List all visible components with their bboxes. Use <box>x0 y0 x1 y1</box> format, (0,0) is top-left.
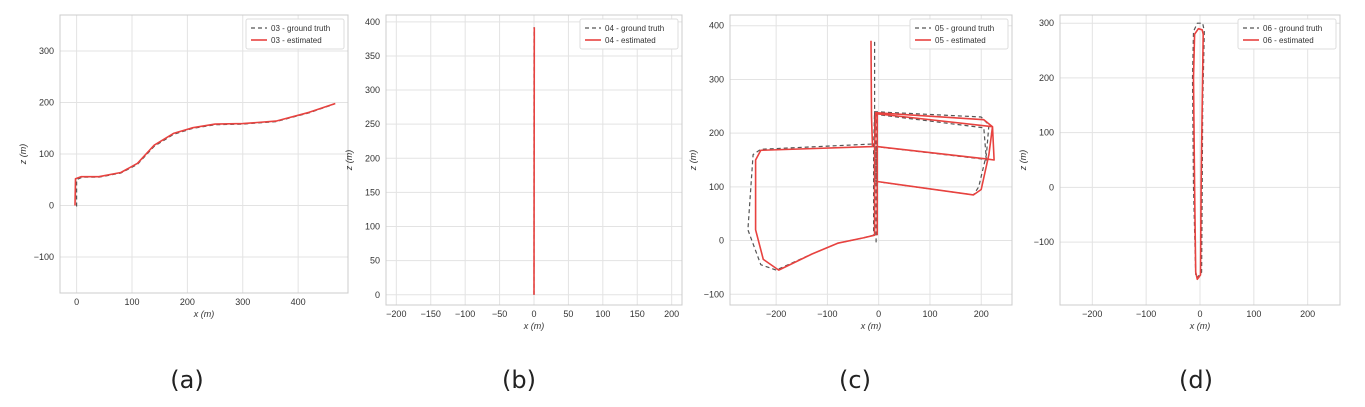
y-tick-label: 0 <box>375 290 380 300</box>
legend-label: 06 - ground truth <box>1263 24 1322 33</box>
y-axis-label: z (m) <box>688 150 698 172</box>
x-tick-label: 400 <box>291 297 306 307</box>
y-tick-label: 200 <box>39 98 54 108</box>
legend-box <box>245 18 345 50</box>
y-tick-label: 200 <box>365 153 380 163</box>
x-tick-label: 100 <box>1246 309 1261 319</box>
legend-label: 04 - estimated <box>605 36 656 45</box>
legend-box <box>909 18 1009 50</box>
plot-frame <box>59 14 349 294</box>
plot-frame <box>385 14 683 306</box>
chart-panel-1: −200 −150 −100 −50 0 50 100 150 200 0 50 100 150 200 2… <box>344 14 683 331</box>
x-tick-label: 150 <box>630 309 645 319</box>
y-tick-label: 300 <box>39 46 54 56</box>
legend-box <box>1237 18 1337 50</box>
y-tick-label: 300 <box>709 74 724 84</box>
x-axis-label: x (m) <box>860 321 882 331</box>
x-tick-label: −100 <box>1136 309 1156 319</box>
chart-panel-3: −200 −100 0 100 200 −100 0 100 200 300 x (m) z (m) 0… <box>1018 14 1341 331</box>
x-tick-label: −150 <box>421 309 441 319</box>
x-tick-label: 300 <box>235 297 250 307</box>
x-tick-label: −200 <box>386 309 406 319</box>
x-tick-label: 0 <box>876 309 881 319</box>
y-tick-label: −100 <box>1034 237 1054 247</box>
legend-label: 03 - ground truth <box>271 24 330 33</box>
estimated-line <box>74 102 336 206</box>
x-tick-label: 100 <box>124 297 139 307</box>
x-tick-label: −50 <box>492 309 507 319</box>
y-tick-label: −100 <box>34 252 54 262</box>
x-tick-label: 200 <box>664 309 679 319</box>
plot-frame <box>729 14 1013 306</box>
y-tick-label: 0 <box>719 236 724 246</box>
y-tick-label: 100 <box>709 182 724 192</box>
y-tick-label: 150 <box>365 187 380 197</box>
x-tick-label: 0 <box>74 297 79 307</box>
panel-label: (a) <box>170 366 203 394</box>
y-tick-label: 350 <box>365 51 380 61</box>
ground-truth-line <box>1191 22 1205 279</box>
x-axis-label: x (m) <box>1189 321 1211 331</box>
x-tick-label: 0 <box>1197 309 1202 319</box>
x-tick-label: 50 <box>563 309 573 319</box>
x-tick-label: 100 <box>922 309 937 319</box>
x-tick-label: −200 <box>766 309 786 319</box>
y-tick-label: −100 <box>704 289 724 299</box>
y-tick-label: 300 <box>1039 18 1054 28</box>
ground-truth-line <box>76 103 335 207</box>
y-tick-label: 300 <box>365 85 380 95</box>
y-tick-label: 0 <box>1049 182 1054 192</box>
legend-label: 06 - estimated <box>1263 36 1314 45</box>
x-tick-label: −200 <box>1082 309 1102 319</box>
legend-label: 04 - ground truth <box>605 24 664 33</box>
y-tick-label: 100 <box>365 222 380 232</box>
panel-label: (d) <box>1179 366 1213 394</box>
y-tick-label: 250 <box>365 119 380 129</box>
chart-panel-2: −200 −100 0 100 200 −100 0 100 200 300 400 x (m) z (… <box>688 14 1013 331</box>
y-tick-label: 0 <box>49 200 54 210</box>
plot-frame <box>1059 14 1341 306</box>
y-axis-label: z (m) <box>344 150 354 172</box>
y-tick-label: 200 <box>1039 73 1054 83</box>
legend-label: 03 - estimated <box>271 36 322 45</box>
y-tick-label: 100 <box>1039 128 1054 138</box>
y-tick-label: 100 <box>39 149 54 159</box>
chart-panel-0: 0 100 200 300 400 −100 0 100 200 300 x (m) z (m) 03 … <box>18 14 349 319</box>
x-tick-label: 100 <box>595 309 610 319</box>
y-tick-label: 50 <box>370 256 380 266</box>
legend-label: 05 - ground truth <box>935 24 994 33</box>
y-axis-label: z (m) <box>18 144 28 166</box>
y-tick-label: 400 <box>709 21 724 31</box>
x-tick-label: 0 <box>531 309 536 319</box>
estimated-line <box>1192 27 1204 281</box>
y-tick-label: 400 <box>365 17 380 27</box>
x-tick-label: 200 <box>180 297 195 307</box>
y-tick-label: 200 <box>709 128 724 138</box>
x-tick-label: 200 <box>974 309 989 319</box>
x-tick-label: −100 <box>817 309 837 319</box>
x-tick-label: −100 <box>455 309 475 319</box>
x-axis-label: x (m) <box>193 309 215 319</box>
legend-label: 05 - estimated <box>935 36 986 45</box>
estimated-line <box>754 40 995 271</box>
x-axis-label: x (m) <box>523 321 545 331</box>
legend-box <box>579 18 679 50</box>
panel-label: (b) <box>502 366 536 394</box>
panel-label: (c) <box>839 366 871 394</box>
x-tick-label: 200 <box>1300 309 1315 319</box>
y-axis-label: z (m) <box>1018 150 1028 172</box>
